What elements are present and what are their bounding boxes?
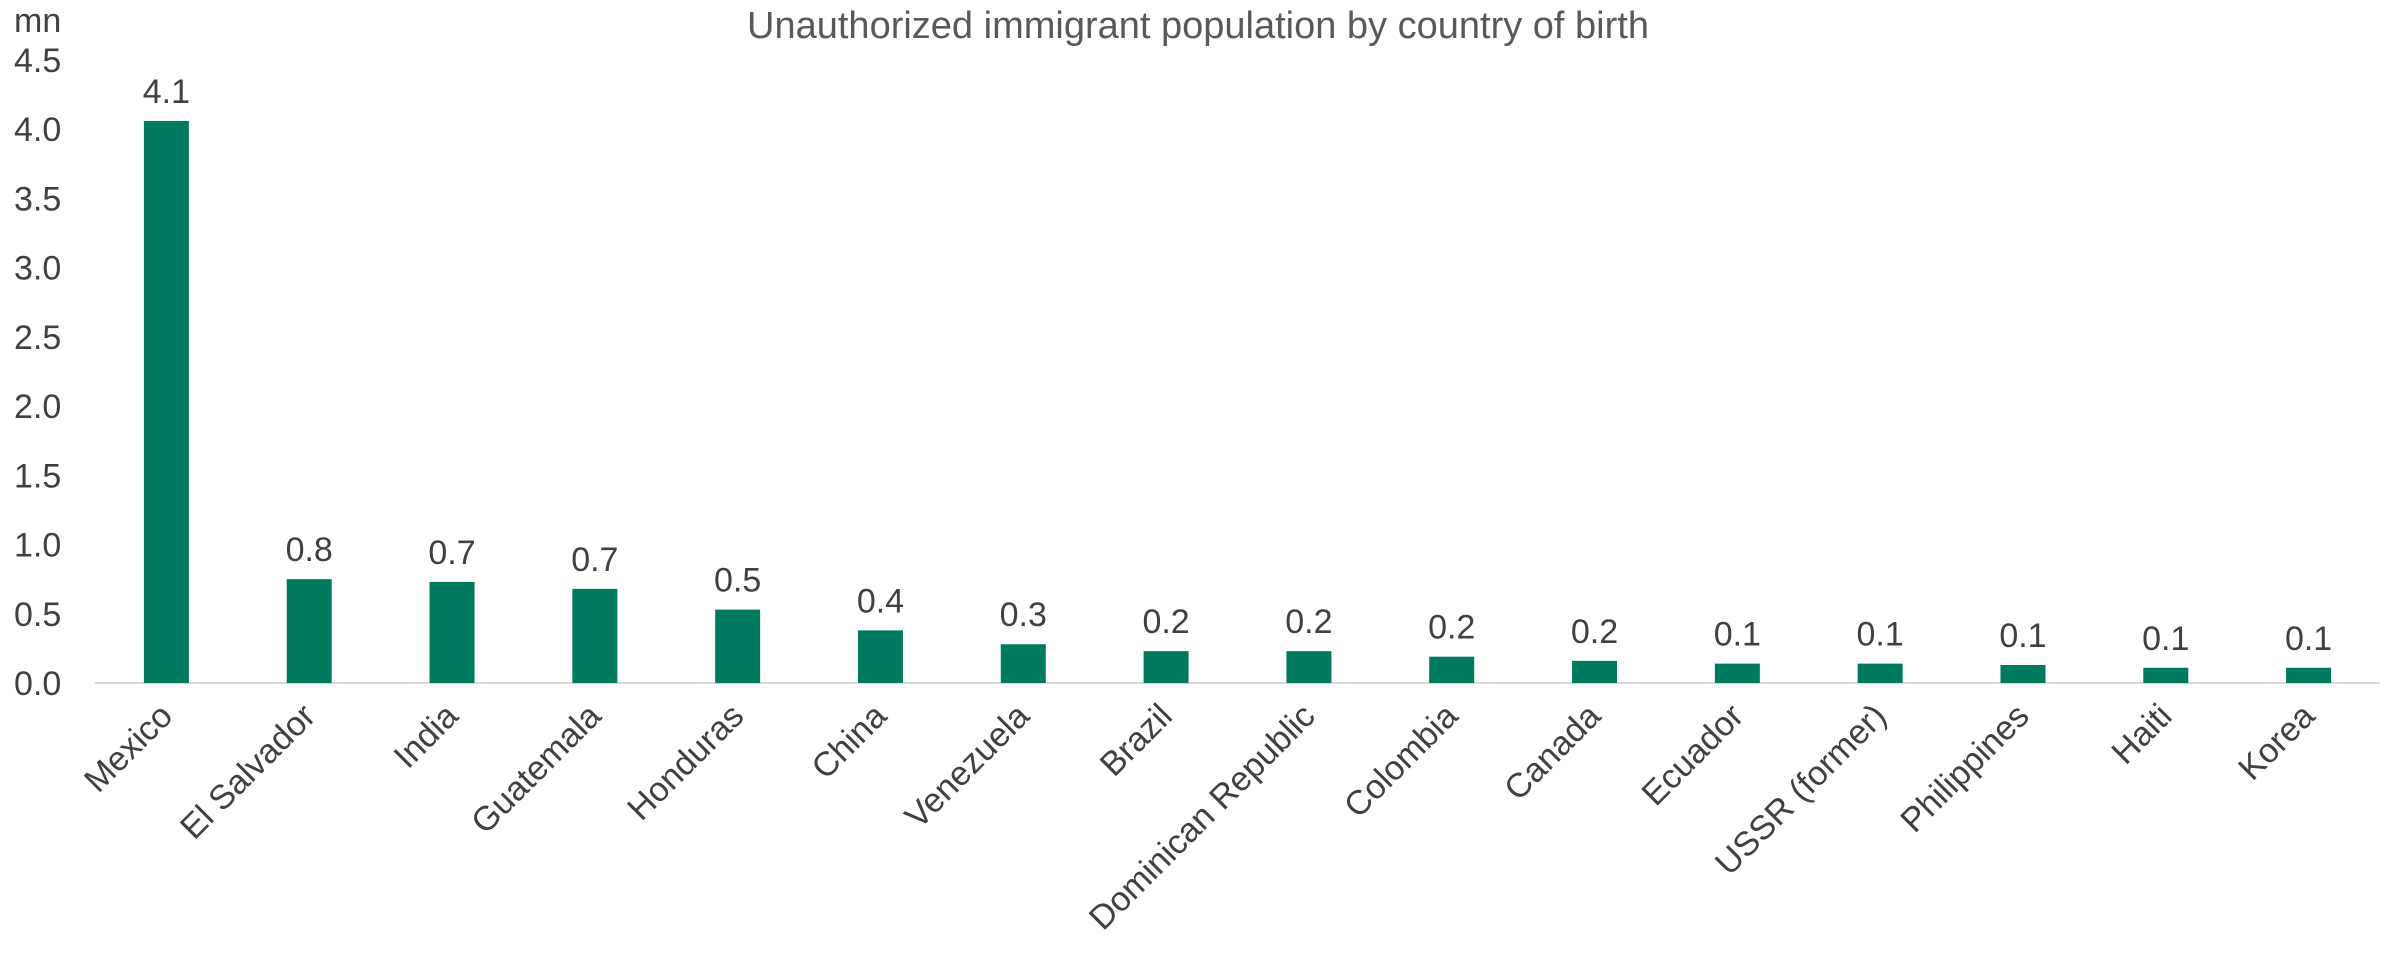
bar (429, 581, 475, 683)
data-label: 0.3 (1000, 596, 1047, 634)
y-axis-unit-label: mn (14, 2, 61, 40)
x-tick-label: Colombia (1337, 697, 1465, 825)
bar (143, 120, 189, 684)
bar (1857, 663, 1903, 683)
y-tick-label: 4.0 (14, 111, 61, 149)
y-tick-label: 3.0 (14, 250, 61, 288)
data-label: 0.2 (1428, 609, 1475, 647)
bar (1143, 651, 1189, 683)
data-label: 0.4 (857, 582, 904, 620)
x-tick-label: Korea (2231, 697, 2322, 788)
x-tick-label: Mexico (77, 697, 180, 800)
bar (572, 588, 618, 683)
data-label: 0.1 (1999, 617, 2046, 655)
data-label: 0.8 (286, 531, 333, 569)
bar (286, 579, 332, 683)
data-label: 0.2 (1142, 603, 1189, 641)
y-tick-label: 2.5 (14, 319, 61, 357)
bar (1572, 660, 1618, 683)
x-tick-label: El Salvador (173, 697, 323, 847)
data-label: 0.2 (1571, 613, 1618, 651)
bar (2000, 665, 2046, 683)
bars-group (143, 120, 2332, 684)
x-tick-label: Haiti (2104, 697, 2179, 772)
y-tick-label: 3.5 (14, 180, 61, 218)
bar (2286, 667, 2332, 683)
data-label: 4.1 (143, 73, 190, 111)
x-tick-label: Brazil (1093, 697, 1180, 784)
x-tick-label: China (804, 697, 894, 787)
x-tick-label: Guatemala (464, 697, 609, 842)
data-label: 0.1 (2285, 620, 2332, 658)
data-label: 0.7 (571, 541, 618, 579)
x-tick-label: India (387, 697, 466, 776)
bar (857, 630, 903, 683)
data-labels-group: 4.1 0.8 0.7 0.7 0.5 0.4 0.3 0.2 0.2 0.2 0.2 0.1 0.1 0… (143, 73, 2332, 658)
chart-title: Unauthorized immigrant population by cou… (747, 5, 1649, 47)
data-label: 0.7 (428, 534, 475, 572)
data-label: 0.1 (2142, 620, 2189, 658)
y-tick-label: 0.0 (14, 665, 61, 703)
y-tick-label: 1.5 (14, 457, 61, 495)
x-tick-label: Venezuela (898, 697, 1037, 836)
data-label: 0.1 (1857, 616, 1904, 654)
data-label: 0.5 (714, 562, 761, 600)
x-tick-label: Ecuador (1635, 697, 1751, 813)
x-tick-label: Honduras (620, 697, 751, 828)
data-label: 0.1 (1714, 616, 1761, 654)
x-tick-label: Canada (1497, 697, 1608, 808)
bar (715, 609, 761, 683)
bar (1714, 663, 1760, 683)
bar (1286, 651, 1332, 683)
x-tick-label: Philippines (1893, 697, 2036, 840)
data-label: 0.2 (1285, 603, 1332, 641)
y-tick-label: 4.5 (14, 42, 61, 80)
bar (1429, 656, 1475, 683)
y-tick-label: 2.0 (14, 388, 61, 426)
y-axis-ticks: 0.0 0.5 1.0 1.5 2.0 2.5 3.0 3.5 4.0 4.5 (14, 42, 61, 703)
y-tick-label: 1.0 (14, 527, 61, 565)
bar (1000, 644, 1046, 683)
y-tick-label: 0.5 (14, 596, 61, 634)
bar (2143, 667, 2189, 683)
